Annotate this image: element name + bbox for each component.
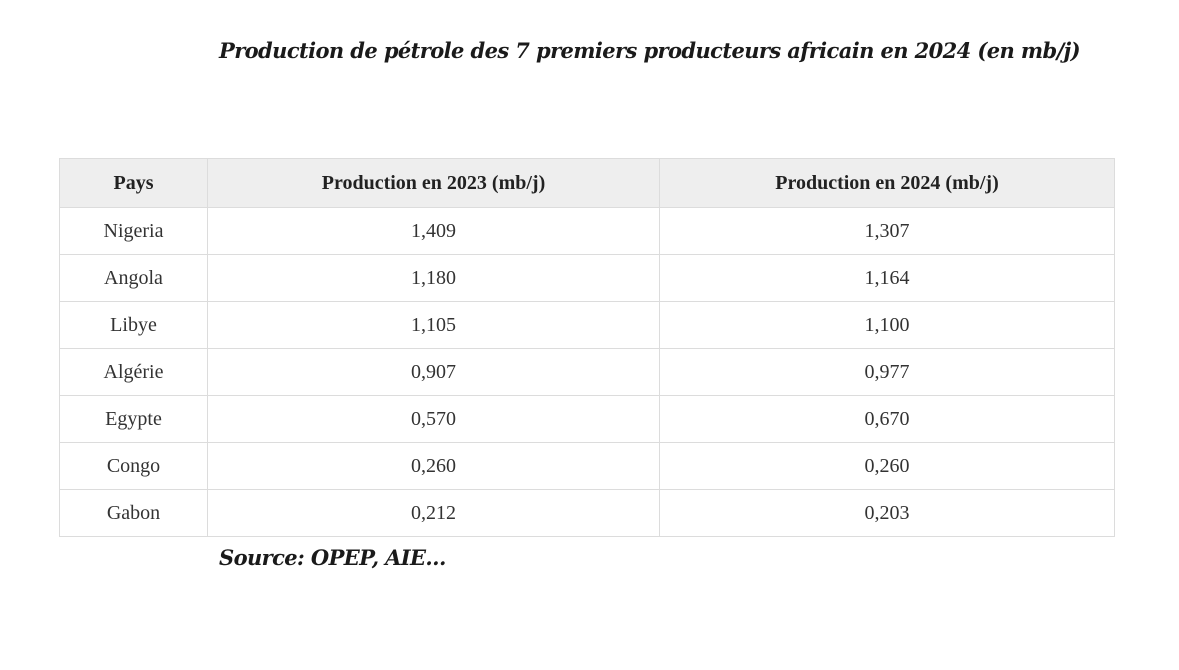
country-cell: Libye	[59, 301, 208, 349]
table-row: Congo 0,260 0,260	[59, 442, 1115, 490]
header-country: Pays	[59, 158, 208, 208]
production-2024-cell: 1,164	[659, 254, 1115, 302]
production-2024-cell: 1,100	[659, 301, 1115, 349]
production-2023-cell: 0,260	[207, 442, 660, 490]
table-row: Algérie 0,907 0,977	[59, 348, 1115, 396]
table-row: Libye 1,105 1,100	[59, 301, 1115, 349]
production-2023-cell: 1,409	[207, 207, 660, 255]
country-cell: Gabon	[59, 489, 208, 537]
country-cell: Angola	[59, 254, 208, 302]
production-2023-cell: 1,180	[207, 254, 660, 302]
source-note: Source: OPEP, AIE…	[219, 545, 446, 570]
table-row: Angola 1,180 1,164	[59, 254, 1115, 302]
header-production-2024: Production en 2024 (mb/j)	[659, 158, 1115, 208]
table-row: Nigeria 1,409 1,307	[59, 207, 1115, 255]
production-2024-cell: 0,670	[659, 395, 1115, 443]
table-header-row: Pays Production en 2023 (mb/j) Productio…	[59, 158, 1115, 208]
production-2024-cell: 0,203	[659, 489, 1115, 537]
country-cell: Nigeria	[59, 207, 208, 255]
production-2024-cell: 0,977	[659, 348, 1115, 396]
production-2023-cell: 0,907	[207, 348, 660, 396]
country-cell: Algérie	[59, 348, 208, 396]
header-production-2023: Production en 2023 (mb/j)	[207, 158, 660, 208]
production-2024-cell: 0,260	[659, 442, 1115, 490]
production-2023-cell: 0,212	[207, 489, 660, 537]
page-title: Production de pétrole des 7 premiers pro…	[219, 38, 1081, 63]
production-table: Pays Production en 2023 (mb/j) Productio…	[59, 158, 1115, 537]
country-cell: Egypte	[59, 395, 208, 443]
table-row: Gabon 0,212 0,203	[59, 489, 1115, 537]
country-cell: Congo	[59, 442, 208, 490]
production-2023-cell: 0,570	[207, 395, 660, 443]
production-2023-cell: 1,105	[207, 301, 660, 349]
production-2024-cell: 1,307	[659, 207, 1115, 255]
table-row: Egypte 0,570 0,670	[59, 395, 1115, 443]
